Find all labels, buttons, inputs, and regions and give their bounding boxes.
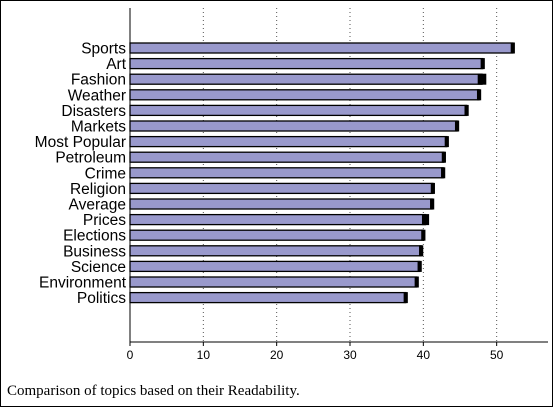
category-label: Sports [81,41,126,58]
bar-politics [129,291,407,304]
error-bar [417,260,422,272]
bar-petroleum [129,151,445,163]
x-tick-label: 30 [343,348,357,362]
category-label: Environment [39,275,127,292]
category-label: Politics [77,290,126,307]
category-label: Prices [83,212,126,229]
error-bar [430,198,435,210]
bar-prices [129,213,427,226]
category-label: Disasters [61,103,126,120]
category-label: Crime [85,165,126,182]
category-label: Weather [68,87,126,104]
category-label: Markets [71,119,126,136]
category-label: Elections [63,228,126,245]
bar-science [129,260,421,273]
category-label: Art [106,56,127,73]
error-bar [477,73,487,85]
bars [129,42,515,304]
figure-caption: Comparison of topics based on their Read… [7,383,300,399]
bar-most-popular [129,135,448,148]
bar-business [129,245,422,257]
error-bar [476,89,482,101]
bar-fashion [129,73,483,85]
category-label: Science [71,259,126,276]
category-label: Business [63,243,126,260]
error-bar [403,292,408,304]
x-tick-label: 10 [197,348,211,362]
bar-crime [129,167,444,179]
error-bar [441,151,446,163]
error-bar [441,167,446,179]
x-axis: 0 10 20 30 40 50 [127,8,548,362]
category-labels: SportsArtFashionWeatherDisastersMarketsM… [35,41,127,308]
error-bar [421,229,426,241]
error-bar [454,120,460,132]
bar-sports [129,42,514,54]
bar-religion [129,182,434,195]
x-tick-label: 0 [127,348,134,362]
category-label: Religion [70,181,126,198]
error-bar [421,214,430,226]
error-bar [414,276,419,288]
bar-environment [129,276,418,288]
bar-weather [129,89,480,101]
bar-average [129,198,433,210]
bar-elections [129,229,424,241]
bar-disasters [129,104,468,117]
error-bar [444,136,449,148]
category-label: Most Popular [35,134,126,151]
error-bar [510,42,515,54]
error-bar [464,104,469,116]
error-bar [480,58,485,70]
error-bar [430,182,435,194]
x-tick-label: 50 [490,348,504,362]
bar-art [129,57,484,70]
bar-markets [129,120,458,132]
error-bar [419,245,424,257]
category-label: Average [69,197,126,214]
x-tick-label: 20 [270,348,284,362]
x-tick-label: 40 [417,348,431,362]
category-label: Fashion [71,72,126,89]
category-label: Petroleum [55,150,126,167]
